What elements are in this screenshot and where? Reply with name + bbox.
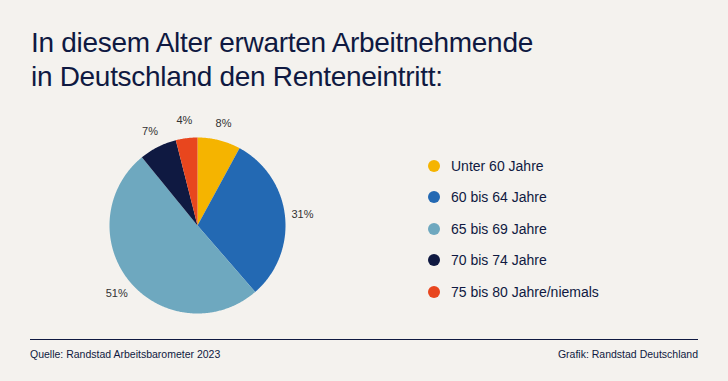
- html-text:70 bis 74 Jahre: 70 bis 74 Jahre: [451, 252, 547, 269]
- html-text:Grafik: Randstad Deutschland: Grafik: Randstad Deutschland: [557, 348, 698, 360]
- svg-text:4%: 4%: [176, 114, 192, 126]
- svg-text:8%: 8%: [216, 117, 232, 129]
- svg-text:51%: 51%: [106, 287, 128, 299]
- svg-text:31%: 31%: [291, 208, 313, 220]
- html-text:75 bis 80 Jahre/niemals: 75 bis 80 Jahre/niemals: [451, 283, 599, 300]
- html-text:In diesem Alter erwarten Arbei: In diesem Alter erwarten Arbeitnehmende …: [31, 27, 533, 92]
- html-text:60 bis 64 Jahre: 60 bis 64 Jahre: [451, 189, 547, 206]
- html-text:Quelle: Randstad Arbeitsbarome: Quelle: Randstad Arbeitsbarometer 2023: [30, 348, 221, 360]
- svg-text:7%: 7%: [142, 125, 158, 137]
- html-text:65 bis 69 Jahre: 65 bis 69 Jahre: [451, 220, 547, 237]
- html-text:Unter 60 Jahre: Unter 60 Jahre: [451, 157, 544, 174]
